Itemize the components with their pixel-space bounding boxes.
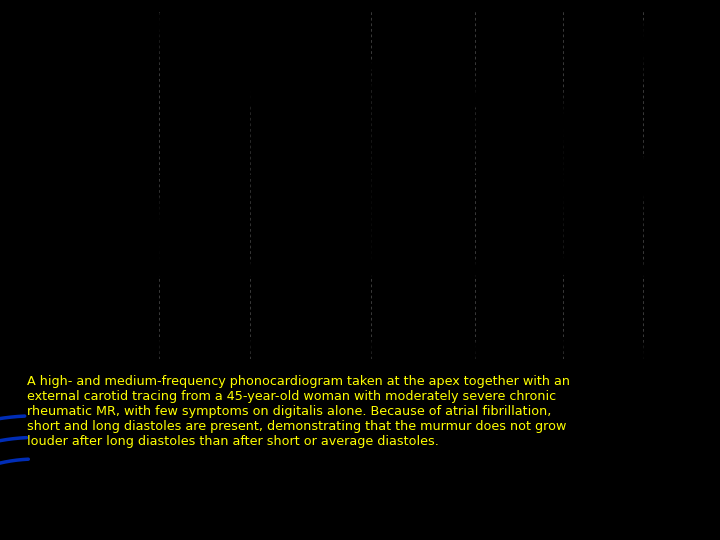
Text: High
frequency: High frequency: [37, 46, 96, 67]
Text: diastole: diastole: [220, 275, 264, 285]
Text: Long: Long: [228, 265, 255, 275]
Text: Medium
frequency: Medium frequency: [37, 142, 96, 163]
Text: No change: No change: [328, 79, 387, 92]
Text: A high- and medium-frequency phonocardiogram taken at the apex together with an
: A high- and medium-frequency phonocardio…: [27, 375, 570, 448]
